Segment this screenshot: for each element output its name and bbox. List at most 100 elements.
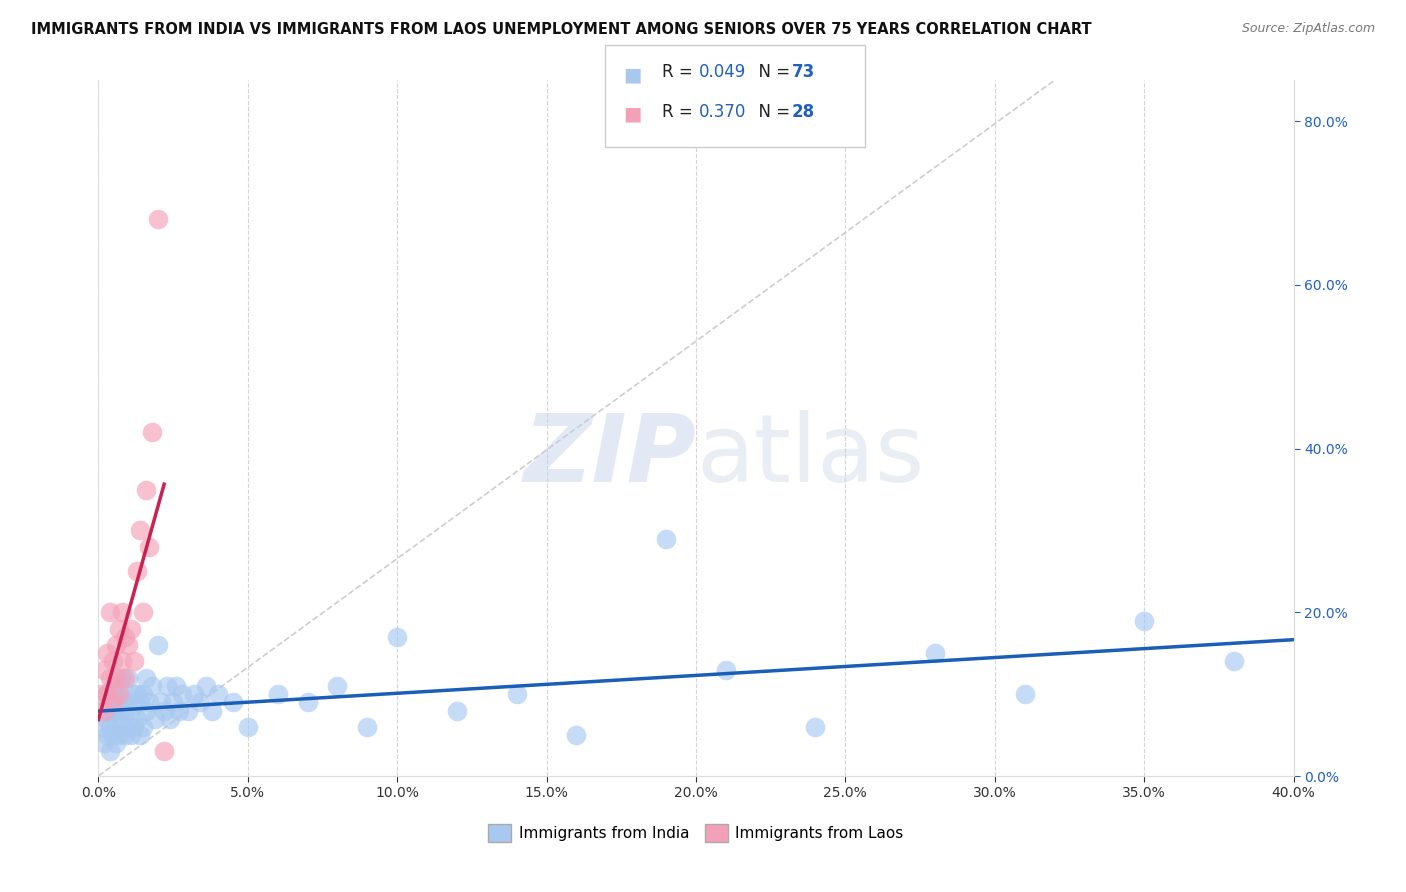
Point <box>114 671 136 685</box>
Point <box>120 728 142 742</box>
Point <box>103 679 125 693</box>
Point <box>135 483 157 497</box>
Point <box>385 630 409 644</box>
Point <box>105 712 128 726</box>
Point <box>129 695 152 709</box>
Point <box>267 687 290 701</box>
Point <box>150 695 173 709</box>
Point <box>132 720 155 734</box>
Point <box>165 679 187 693</box>
Text: 0.370: 0.370 <box>699 103 747 120</box>
Text: R =: R = <box>662 63 699 81</box>
Text: atlas: atlas <box>696 410 924 502</box>
Text: 28: 28 <box>792 103 814 120</box>
Point <box>132 687 155 701</box>
Point <box>236 720 259 734</box>
Point <box>98 671 122 685</box>
Point <box>201 704 224 718</box>
Text: N =: N = <box>748 63 796 81</box>
Point <box>159 712 181 726</box>
Point <box>114 704 136 718</box>
Point <box>138 540 160 554</box>
Point <box>356 720 378 734</box>
Point <box>108 679 131 693</box>
Point <box>124 655 146 669</box>
Point <box>117 695 139 709</box>
Point <box>1014 687 1036 701</box>
Point <box>103 695 125 709</box>
Point <box>207 687 229 701</box>
Point <box>167 704 190 718</box>
Point <box>98 744 122 758</box>
Point <box>297 695 319 709</box>
Point <box>105 638 128 652</box>
Point <box>804 720 827 734</box>
Point <box>111 720 134 734</box>
Point <box>172 687 194 701</box>
Text: 73: 73 <box>792 63 815 81</box>
Point <box>195 679 218 693</box>
Point <box>188 695 211 709</box>
Text: Source: ZipAtlas.com: Source: ZipAtlas.com <box>1241 22 1375 36</box>
Point <box>93 663 115 677</box>
Point <box>111 605 134 619</box>
Point <box>103 728 125 742</box>
Text: ■: ■ <box>623 104 641 123</box>
Point <box>96 687 118 701</box>
Point <box>127 565 149 579</box>
Point <box>1223 655 1246 669</box>
Point <box>105 687 128 701</box>
Point <box>120 622 142 636</box>
Point <box>506 687 529 701</box>
Point <box>120 704 142 718</box>
Point <box>143 712 166 726</box>
Text: ■: ■ <box>623 65 641 84</box>
Point <box>93 736 115 750</box>
Point <box>135 671 157 685</box>
Point <box>1133 614 1156 628</box>
Point <box>108 704 131 718</box>
Point <box>565 728 588 742</box>
Point <box>153 744 176 758</box>
Point <box>98 695 122 709</box>
Point <box>222 695 245 709</box>
Point <box>111 671 134 685</box>
Point <box>924 646 946 660</box>
Point <box>105 671 128 685</box>
Point <box>96 728 118 742</box>
Point <box>153 704 176 718</box>
Point <box>111 695 134 709</box>
Point <box>111 655 134 669</box>
Point <box>124 687 146 701</box>
Point <box>156 679 179 693</box>
Point <box>129 524 152 538</box>
Point <box>127 712 149 726</box>
Point <box>127 687 149 701</box>
Point <box>655 532 678 546</box>
Text: IMMIGRANTS FROM INDIA VS IMMIGRANTS FROM LAOS UNEMPLOYMENT AMONG SENIORS OVER 75: IMMIGRANTS FROM INDIA VS IMMIGRANTS FROM… <box>31 22 1091 37</box>
Point <box>93 704 115 718</box>
Point <box>141 679 163 693</box>
Point <box>326 679 349 693</box>
Point <box>117 671 139 685</box>
Point <box>124 720 146 734</box>
Text: R =: R = <box>662 103 699 120</box>
Point <box>148 212 170 227</box>
Legend: Immigrants from India, Immigrants from Laos: Immigrants from India, Immigrants from L… <box>482 818 910 848</box>
Point <box>446 704 468 718</box>
Point <box>108 622 131 636</box>
Point <box>132 605 155 619</box>
Text: ZIP: ZIP <box>523 410 696 502</box>
Point <box>129 728 152 742</box>
Point <box>148 638 170 652</box>
Point <box>138 695 160 709</box>
Point <box>96 687 118 701</box>
Point <box>90 687 112 701</box>
Point <box>90 720 112 734</box>
Point <box>117 638 139 652</box>
Point <box>98 605 122 619</box>
Point <box>135 704 157 718</box>
Point <box>103 704 125 718</box>
Point <box>183 687 205 701</box>
Text: 0.049: 0.049 <box>699 63 747 81</box>
